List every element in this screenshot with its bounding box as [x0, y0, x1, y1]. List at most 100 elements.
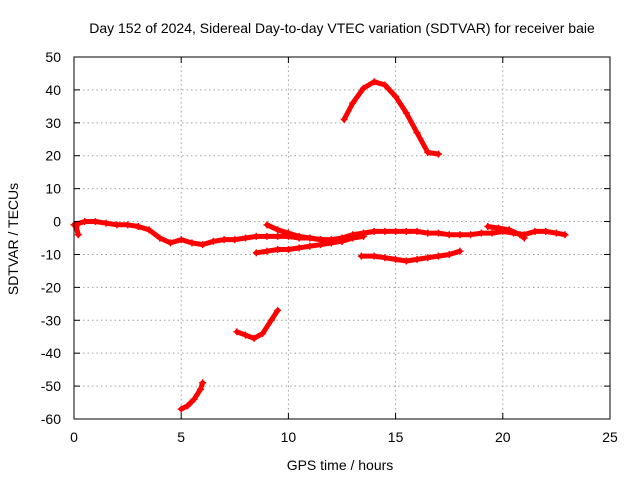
data-point: [561, 231, 569, 239]
y-axis: 50 40 30 20 10 0 -10 -20 -30 -40 -50 -60: [41, 49, 610, 427]
data-point: [484, 222, 492, 230]
data-point: [531, 227, 539, 235]
y-tick-label: 30: [45, 115, 61, 131]
data-point: [359, 232, 367, 240]
data-point: [177, 405, 185, 413]
data-point: [413, 255, 421, 263]
sdtvar-series-segment: [358, 248, 463, 264]
data-point: [184, 402, 192, 410]
data-point: [250, 334, 258, 342]
data-point: [456, 247, 464, 255]
data-point: [199, 241, 207, 249]
y-tick-label: 20: [45, 148, 61, 164]
y-tick-label: -50: [41, 378, 61, 394]
data-point: [445, 250, 453, 258]
data-point: [359, 84, 367, 92]
chart-title: Day 152 of 2024, Sidereal Day-to-day VTE…: [89, 20, 595, 36]
x-tick-label: 20: [495, 429, 511, 445]
data-point: [456, 231, 464, 239]
data-point: [505, 226, 513, 234]
y-tick-label: -10: [41, 246, 61, 262]
y-tick-label: 50: [45, 49, 61, 65]
data-point: [434, 150, 442, 158]
data-point: [263, 221, 271, 229]
data-point: [242, 234, 250, 242]
data-point: [267, 316, 275, 324]
data-point: [166, 239, 174, 247]
data-point: [340, 116, 348, 124]
data-point: [102, 219, 110, 227]
data-point: [259, 329, 267, 337]
data-point: [424, 254, 432, 262]
data-point: [91, 218, 99, 226]
data-point: [156, 234, 164, 242]
data-point: [402, 257, 410, 265]
data-point: [402, 227, 410, 235]
data-point: [381, 227, 389, 235]
data-point: [392, 227, 400, 235]
data-point: [134, 222, 142, 230]
y-tick-label: -60: [41, 411, 61, 427]
data-point: [392, 255, 400, 263]
y-tick-label: 40: [45, 82, 61, 98]
grid-layer: [74, 57, 610, 419]
data-point: [284, 229, 292, 237]
data-point: [370, 227, 378, 235]
data-point: [199, 379, 207, 387]
y-tick-label: -20: [41, 279, 61, 295]
data-point: [274, 306, 282, 314]
y-tick-label: -30: [41, 312, 61, 328]
data-point: [263, 232, 271, 240]
data-point: [231, 236, 239, 244]
data-point: [542, 227, 550, 235]
data-point: [349, 99, 357, 107]
data-point: [306, 234, 314, 242]
y-tick-label: 0: [53, 214, 61, 230]
data-point: [190, 395, 198, 403]
x-tick-label: 5: [177, 429, 185, 445]
data-point: [274, 232, 282, 240]
data-point: [552, 229, 560, 237]
data-point: [477, 229, 485, 237]
data-point: [274, 246, 282, 254]
data-point: [392, 92, 400, 100]
data-point: [263, 247, 271, 255]
data-point: [124, 221, 132, 229]
data-point: [413, 227, 421, 235]
data-point: [220, 236, 228, 244]
sdtvar-series-segment: [341, 79, 441, 157]
data-point: [516, 231, 524, 239]
data-point: [295, 232, 303, 240]
data-point: [381, 81, 389, 89]
data-point: [242, 331, 250, 339]
plot-frame: [73, 56, 611, 420]
data-point: [177, 236, 185, 244]
data-point: [413, 129, 421, 137]
data-point: [284, 246, 292, 254]
data-point: [327, 239, 335, 247]
data-point: [424, 148, 432, 156]
x-tick-label: 15: [388, 429, 404, 445]
data-point: [402, 109, 410, 117]
data-point: [233, 328, 241, 336]
y-axis-title: SDTVAR / TECUs: [5, 183, 21, 295]
data-point: [357, 252, 365, 260]
data-point: [74, 231, 82, 239]
y-tick-label: 10: [45, 181, 61, 197]
data-point: [209, 237, 217, 245]
x-tick-label: 10: [281, 429, 297, 445]
data-point: [495, 224, 503, 232]
x-axis-title: GPS time / hours: [287, 457, 394, 473]
data-point: [295, 244, 303, 252]
data-point: [370, 78, 378, 86]
data-point: [370, 252, 378, 260]
data-point: [113, 221, 121, 229]
x-tick-label: 0: [70, 429, 78, 445]
data-point: [317, 241, 325, 249]
data-point: [188, 239, 196, 247]
data-point: [349, 234, 357, 242]
x-tick-label: 25: [602, 429, 618, 445]
data-point: [306, 242, 314, 250]
data-point: [252, 249, 260, 257]
data-point: [520, 234, 528, 242]
